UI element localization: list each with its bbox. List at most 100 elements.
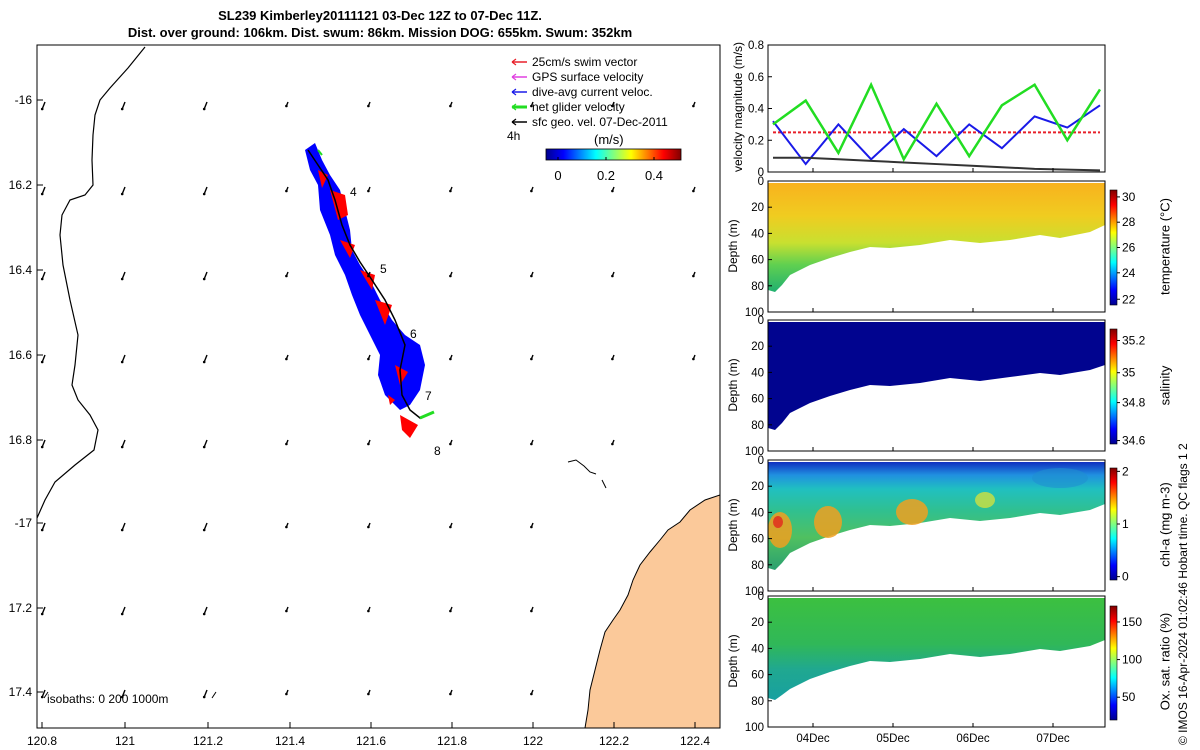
salinity-cbar-label: salinity	[1157, 365, 1173, 406]
geo-arrow-icon	[40, 439, 46, 449]
geostrophic-arrows	[40, 101, 696, 699]
chla-ylabel: Depth (m)	[726, 498, 740, 552]
geo-arrow-icon	[367, 439, 371, 446]
geo-arrow-icon	[202, 354, 208, 364]
salinity-ylabel: Depth (m)	[726, 358, 740, 412]
panel-y-tick-label: 20	[751, 341, 764, 353]
panel-y-tick-label: 40	[751, 507, 764, 519]
map-x-tick-label: 122.4	[680, 734, 710, 748]
oxygen-ylabel: Depth (m)	[726, 634, 740, 688]
geo-arrow-icon	[692, 101, 696, 108]
geo-arrow-icon	[530, 271, 534, 278]
geo-arrow-icon	[611, 186, 615, 193]
legend-entry: sfc geo. vel. 07-Dec-2011	[511, 115, 668, 129]
geo-arrow-icon	[202, 606, 208, 616]
geo-arrow-icon	[120, 271, 126, 281]
oxygen-colorbar	[1109, 605, 1118, 721]
colorbar-right-tick-label: 35	[1122, 366, 1136, 380]
geo-arrow-icon	[367, 186, 371, 193]
geo-arrow-icon	[202, 522, 208, 532]
geo-arrow-icon	[449, 186, 453, 193]
panel-y-tick-label: 20	[751, 617, 764, 629]
panel-y-tick-label: 40	[751, 228, 764, 240]
isobath-line	[37, 46, 146, 519]
panel-y-tick-label: 0	[758, 176, 764, 188]
track-day-labels: 4 5 6 7 8	[350, 185, 441, 458]
geo-arrow-icon	[367, 271, 371, 278]
chla-cbar-label: chl-a (mg m-3)	[1157, 482, 1173, 567]
geo-arrow-icon	[202, 689, 208, 699]
geo-arrow-icon	[120, 522, 126, 532]
panel-axes: 00.20.40.60.8020406080100020406080100020…	[745, 40, 1070, 745]
panel-y-tick-label: 0	[758, 591, 764, 603]
geo-arrow-icon	[120, 689, 126, 699]
legend-label: net glider velocity	[532, 100, 625, 114]
panel-x-tick-label: 05Dec	[876, 733, 909, 745]
geo-arrow-icon	[530, 522, 534, 529]
legend-arrowhead-icon	[511, 73, 517, 81]
colorbar-right-tick-label: 35.2	[1122, 334, 1146, 348]
map-y-axis: -16 16.2 16.4 16.6 16.8 -17 17.2 17.4	[9, 93, 43, 699]
geo-arrow-icon	[611, 271, 615, 278]
panel-y-tick-label: 0	[758, 455, 764, 467]
geo-arrow-icon	[40, 186, 46, 196]
colorbar-tick-label: 0.2	[597, 168, 615, 183]
colorbar-right-tick-label: 100	[1122, 653, 1142, 667]
panel-x-tick-label: 06Dec	[956, 733, 989, 745]
panel-y-tick-label: 60	[751, 670, 764, 682]
colorbar-right-tick-label: 2	[1122, 464, 1129, 478]
geo-arrow-icon	[285, 689, 289, 696]
geo-arrow-icon	[449, 606, 453, 613]
legend-label: GPS surface velocity	[532, 70, 643, 84]
legend-entry: 25cm/s swim vector	[511, 55, 637, 69]
geo-arrow-icon	[530, 186, 534, 193]
legend-label: sfc geo. vel. 07-Dec-2011	[532, 115, 668, 129]
colorbar-right-tick-label: 30	[1122, 190, 1136, 204]
legend-entry: GPS surface velocity	[511, 70, 643, 84]
map-y-tick-label: 16.6	[9, 348, 33, 362]
chla-panel	[767, 459, 1106, 592]
panel-y-tick-label: 0	[758, 315, 764, 327]
legend-arrowhead-icon	[511, 118, 517, 126]
panel-y-tick-label: 0.6	[748, 72, 764, 84]
colorbar-right-tick-label: 24	[1122, 266, 1136, 280]
map-y-tick-label: 16.8	[9, 433, 33, 447]
colorbar-title: (m/s)	[594, 132, 624, 147]
geo-arrow-icon	[530, 606, 534, 613]
colorbar-tick-label: 0.4	[645, 168, 663, 183]
geo-arrow-icon	[40, 101, 46, 111]
glider-track	[305, 143, 435, 438]
time-interval-label: 4h	[507, 129, 520, 143]
island-reef	[567, 459, 607, 489]
map-y-tick-label: 16.4	[9, 263, 33, 277]
panel-y-tick-label: 0.4	[748, 104, 765, 116]
geo-arrow-icon	[530, 101, 534, 108]
chla-colorbar	[1109, 467, 1118, 581]
geo-arrow-icon	[40, 689, 46, 699]
map-x-tick-label: 122.2	[599, 734, 629, 748]
map-frame	[36, 44, 721, 729]
panel-y-tick-label: 0	[758, 167, 764, 179]
geo-arrow-icon	[449, 689, 453, 696]
map-x-tick-label: 122	[523, 734, 543, 748]
panel-y-tick-label: 80	[751, 420, 764, 432]
panel-y-tick-label: 80	[751, 696, 764, 708]
velocity-lines	[772, 81, 1102, 172]
velocity-series-line	[772, 81, 1102, 163]
geo-arrow-icon	[449, 439, 453, 446]
colorbar-right-tick-label: 28	[1122, 215, 1136, 229]
temperature-field	[768, 183, 1105, 292]
geo-arrow-icon	[40, 522, 46, 532]
map-x-tick-label: 121	[115, 734, 135, 748]
track-line	[307, 149, 434, 419]
map-x-tick-label: 121.4	[275, 734, 305, 748]
colorbar-right-tick-label: 22	[1122, 292, 1136, 306]
panel-y-tick-label: 0.8	[748, 40, 764, 52]
panel-y-tick-label: 100	[745, 307, 764, 319]
geo-arrow-icon	[202, 101, 208, 111]
geo-arrow-icon	[285, 271, 289, 278]
map-x-tick-label: 121.8	[437, 734, 467, 748]
geo-arrow-icon	[285, 522, 289, 529]
panel-x-tick-label: 04Dec	[796, 733, 829, 745]
